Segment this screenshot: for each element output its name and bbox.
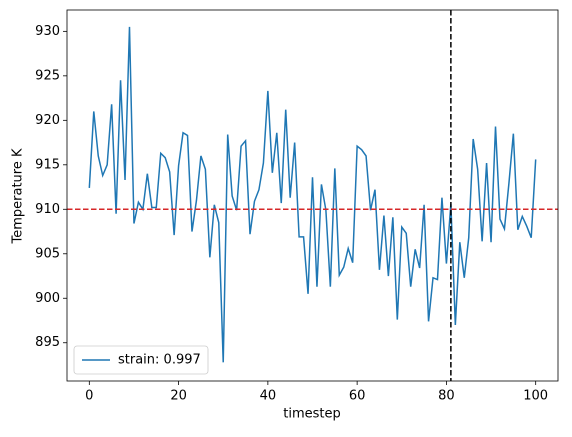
y-tick-label: 920 — [35, 113, 60, 128]
x-tick-label: 40 — [260, 389, 277, 404]
x-axis-label: timestep — [283, 407, 341, 422]
x-tick-label: 0 — [85, 389, 93, 404]
legend-label: strain: 0.997 — [118, 353, 201, 368]
y-tick-label: 930 — [35, 24, 60, 39]
y-tick-label: 915 — [35, 157, 60, 172]
y-axis-label: Temperature K — [11, 148, 26, 244]
y-tick-label: 900 — [35, 291, 60, 306]
x-tick-label: 100 — [523, 389, 548, 404]
x-tick-label: 80 — [438, 389, 455, 404]
y-tick-label: 910 — [35, 202, 60, 217]
y-tick-label: 895 — [35, 335, 60, 350]
y-tick-label: 905 — [35, 246, 60, 261]
legend-box — [73, 345, 209, 375]
x-tick-label: 20 — [170, 389, 187, 404]
x-tick-label: 60 — [349, 389, 366, 404]
plot-frame — [66, 9, 559, 382]
y-tick-label: 925 — [35, 68, 60, 83]
data-line — [88, 26, 537, 363]
